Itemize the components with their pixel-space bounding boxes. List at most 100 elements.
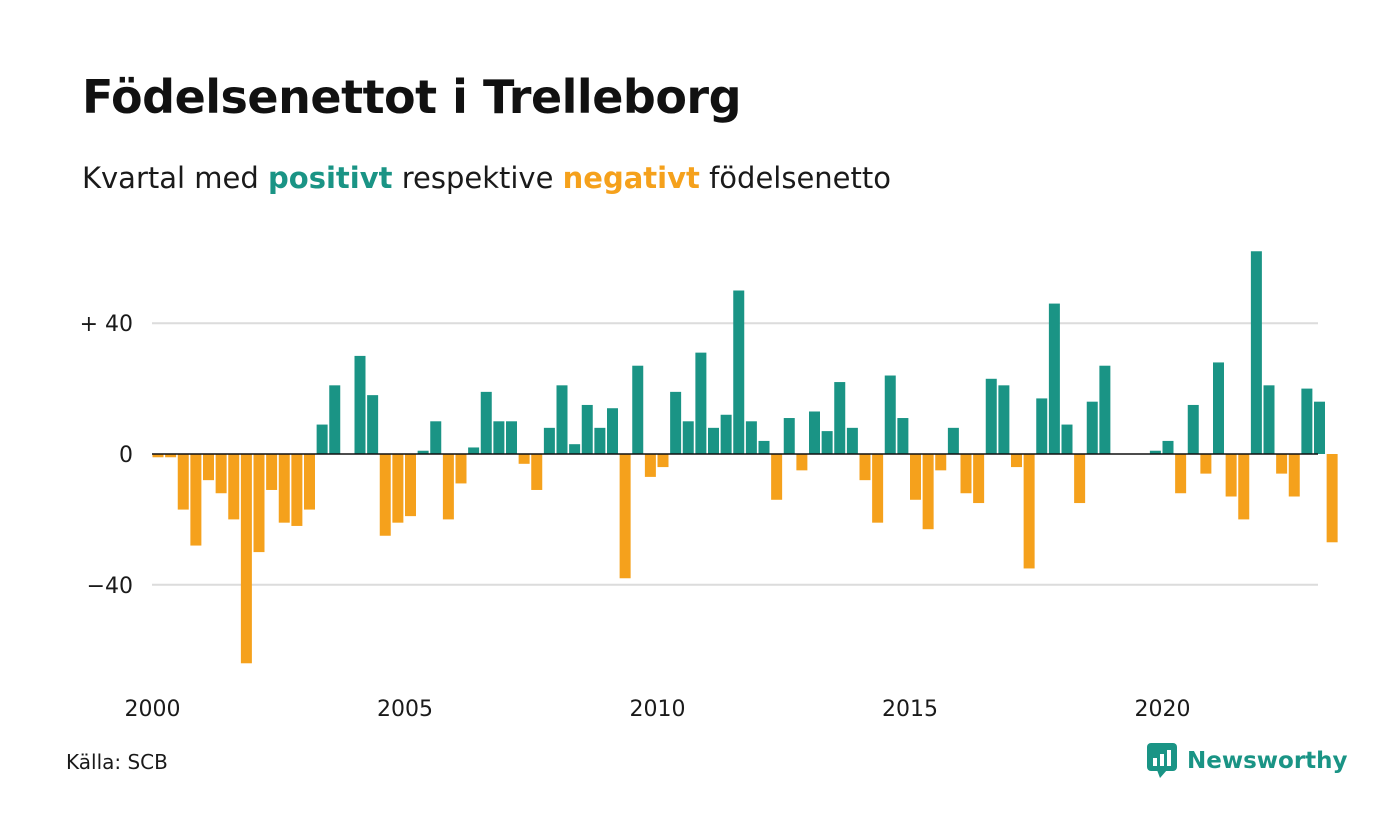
bar [1326,454,1338,543]
bar [947,427,959,454]
bar [543,427,555,454]
bar [1086,401,1098,454]
bar [177,454,189,510]
bar [165,454,177,458]
bar [758,440,770,454]
bar [354,355,366,454]
bar [960,454,972,494]
bar [897,418,909,454]
y-tick-label: −40 [87,574,133,599]
bar [859,454,871,481]
bar [695,352,707,454]
bar [417,450,429,454]
subtitle-suffix: födelsenetto [699,161,891,195]
bar-chart-bubble-icon [1147,743,1177,778]
bar [531,454,543,490]
bar [682,421,694,454]
bar [518,454,530,464]
bar [796,454,808,471]
bar [922,454,934,530]
bar [884,375,896,454]
bar [1074,454,1086,504]
bar [1036,398,1048,454]
bar [670,391,682,454]
bar [215,454,227,494]
bar [1238,454,1250,520]
bar [1061,424,1073,454]
chart-title: Födelsenettot i Trelleborg [82,70,742,124]
brand-name: Newsworthy [1187,748,1348,774]
bar [935,454,947,471]
subtitle-positive-word: positivt [268,161,393,195]
bar [392,454,404,523]
bar [809,411,820,454]
bar [745,421,757,454]
bar [632,365,644,454]
y-tick-label: 0 [119,443,133,468]
bar [1288,454,1300,497]
bar [1250,251,1262,454]
x-tick-label: 2005 [377,697,433,722]
bar [998,385,1010,454]
axis-labels: + 40 0 −40 2000 2005 2010 2015 2020 [80,312,1191,722]
bar [1149,450,1161,454]
bar [291,454,303,526]
bar [581,404,593,454]
bar [985,378,997,454]
bar [657,454,669,468]
bar [1048,303,1060,454]
bar [1175,454,1187,494]
bar [556,385,568,454]
bar [1162,440,1174,454]
bar [316,424,328,454]
y-tick-label: + 40 [80,312,133,337]
bar [480,391,492,454]
bar [594,427,606,454]
subtitle-middle: respektive [392,161,563,195]
bar [253,454,265,553]
bar [834,382,846,454]
bar [278,454,290,523]
bar [771,454,783,500]
bar [973,454,985,504]
bars [152,251,1338,664]
bar [569,444,581,454]
bar [619,454,631,579]
bar [720,414,732,454]
bar [1011,454,1022,468]
bar [910,454,921,500]
brand-logo: Newsworthy [1147,743,1348,779]
subtitle-negative-word: negativt [562,161,700,195]
bar [607,408,618,454]
bar [1099,365,1111,454]
bar [329,385,341,454]
bar [872,454,884,523]
bar [783,418,795,454]
bar [493,421,505,454]
source-note: Källa: SCB [66,750,168,774]
bar [1023,454,1035,569]
x-tick-label: 2000 [125,697,181,722]
bar [1314,401,1325,454]
bar [405,454,416,517]
x-tick-label: 2020 [1135,697,1191,722]
x-tick-label: 2015 [882,697,938,722]
bar [430,421,442,454]
bar [266,454,278,490]
bar [1213,362,1224,454]
chart-subtitle: Kvartal med positivt respektive negativt… [82,161,891,195]
bar [304,454,315,510]
bar [203,454,214,481]
bar [379,454,391,536]
bar [733,290,745,454]
bar [367,395,379,454]
bar [240,454,252,664]
bar [455,454,467,484]
bar [152,454,164,458]
subtitle-prefix: Kvartal med [82,161,269,195]
bar [1200,454,1212,474]
bar [821,431,833,454]
bar [442,454,454,520]
bar [1187,404,1199,454]
